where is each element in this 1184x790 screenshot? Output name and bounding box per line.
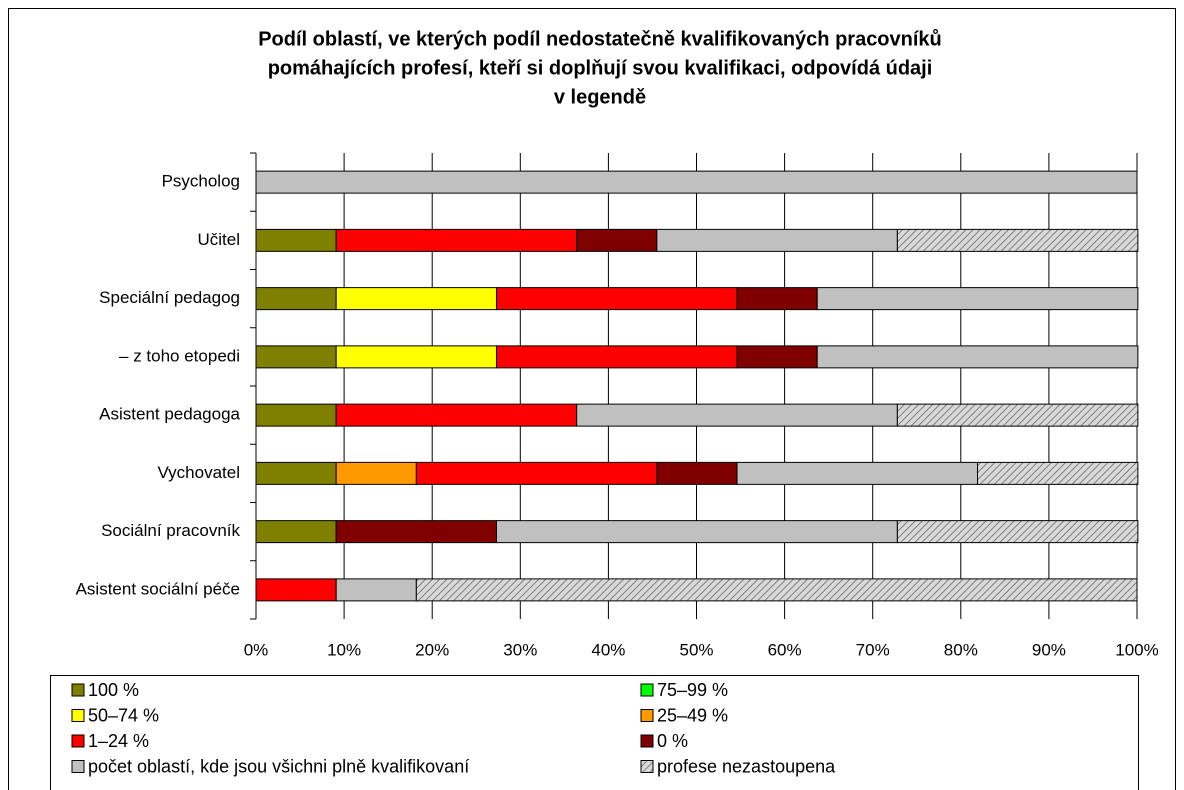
y-tick-label: Vychovatel xyxy=(157,463,240,482)
y-tick-label: Sociální pracovník xyxy=(101,521,240,540)
x-tick-label: 80% xyxy=(944,640,978,659)
legend-swatch xyxy=(71,709,85,722)
legend-label: profese nezastoupena xyxy=(657,756,836,776)
x-tick-label: 0% xyxy=(244,640,269,659)
legend-swatch xyxy=(71,683,85,697)
chart-title: v legendě xyxy=(554,86,646,108)
x-tick-label: 50% xyxy=(679,640,713,659)
x-tick-label: 70% xyxy=(856,640,890,659)
legend-swatch xyxy=(71,734,85,748)
bar-segment xyxy=(335,403,578,427)
chart-title: pomáhajících profesí, kteří si doplňují … xyxy=(268,57,933,79)
x-tick-label: 30% xyxy=(503,640,537,659)
x-tick-label: 20% xyxy=(415,640,449,659)
y-tick-label: Psycholog xyxy=(162,172,240,191)
legend-swatch xyxy=(640,683,654,697)
bar-segment xyxy=(576,228,658,252)
chart-title: Podíl oblastí, ve kterých podíl nedostat… xyxy=(258,28,942,50)
x-tick-label: 10% xyxy=(327,640,361,659)
bar-segment xyxy=(255,578,337,602)
bar-segment xyxy=(255,170,1138,194)
bar-segment xyxy=(335,461,417,485)
bar-segment xyxy=(255,520,337,544)
bar-segment xyxy=(896,520,1139,544)
x-tick-label: 40% xyxy=(591,640,625,659)
bar-segment xyxy=(415,578,1138,602)
legend-label: 100 % xyxy=(88,680,139,700)
bar-segment xyxy=(335,520,498,544)
legend-label: 75–99 % xyxy=(657,680,728,700)
bar-segment xyxy=(496,287,738,311)
legend-label: 25–49 % xyxy=(657,705,728,725)
bar-segment xyxy=(335,345,498,369)
bar-segment xyxy=(896,228,1139,252)
bar-segment xyxy=(335,228,578,252)
bar-segment xyxy=(335,287,498,311)
bar-segment xyxy=(255,345,337,369)
y-tick-label: Asistent sociální péče xyxy=(76,579,240,598)
legend-label: počet oblastí, kde jsou všichni plně kva… xyxy=(88,756,469,776)
bar-segment xyxy=(656,461,738,485)
bar-segment xyxy=(335,578,417,602)
bar-segment xyxy=(977,461,1139,485)
x-tick-label: 100% xyxy=(1115,640,1158,659)
y-tick-label: Asistent pedagoga xyxy=(99,405,240,424)
y-tick-label: Učitel xyxy=(197,230,240,249)
legend-swatch xyxy=(71,760,85,773)
bar-segment xyxy=(576,403,898,427)
bar-segment xyxy=(255,287,337,311)
legend-label: 50–74 % xyxy=(88,705,159,725)
legend-swatch xyxy=(640,760,654,773)
bar-segment xyxy=(736,345,818,369)
y-tick-label: Speciální pedagog xyxy=(99,288,240,307)
legend-label: 0 % xyxy=(657,731,688,751)
bar-segment xyxy=(496,345,738,369)
bar-segment xyxy=(255,461,337,485)
bar-segment xyxy=(896,403,1139,427)
bar-segment xyxy=(415,461,658,485)
legend-swatch xyxy=(640,709,654,722)
bar-segment xyxy=(736,287,818,311)
x-tick-label: 90% xyxy=(1032,640,1066,659)
bar-segment xyxy=(496,520,898,544)
bar-segment xyxy=(736,461,979,485)
bar-segment xyxy=(255,403,337,427)
legend-swatch xyxy=(640,734,654,748)
legend-frame xyxy=(50,675,1139,790)
x-tick-label: 60% xyxy=(768,640,802,659)
bar-segment xyxy=(255,228,337,252)
bar-segment xyxy=(816,287,1139,311)
chart-frame xyxy=(8,8,1176,790)
bar-segment xyxy=(816,345,1139,369)
bar-segment xyxy=(656,228,898,252)
legend-label: 1–24 % xyxy=(88,731,149,751)
y-tick-label: – z toho etopedi xyxy=(119,346,240,365)
